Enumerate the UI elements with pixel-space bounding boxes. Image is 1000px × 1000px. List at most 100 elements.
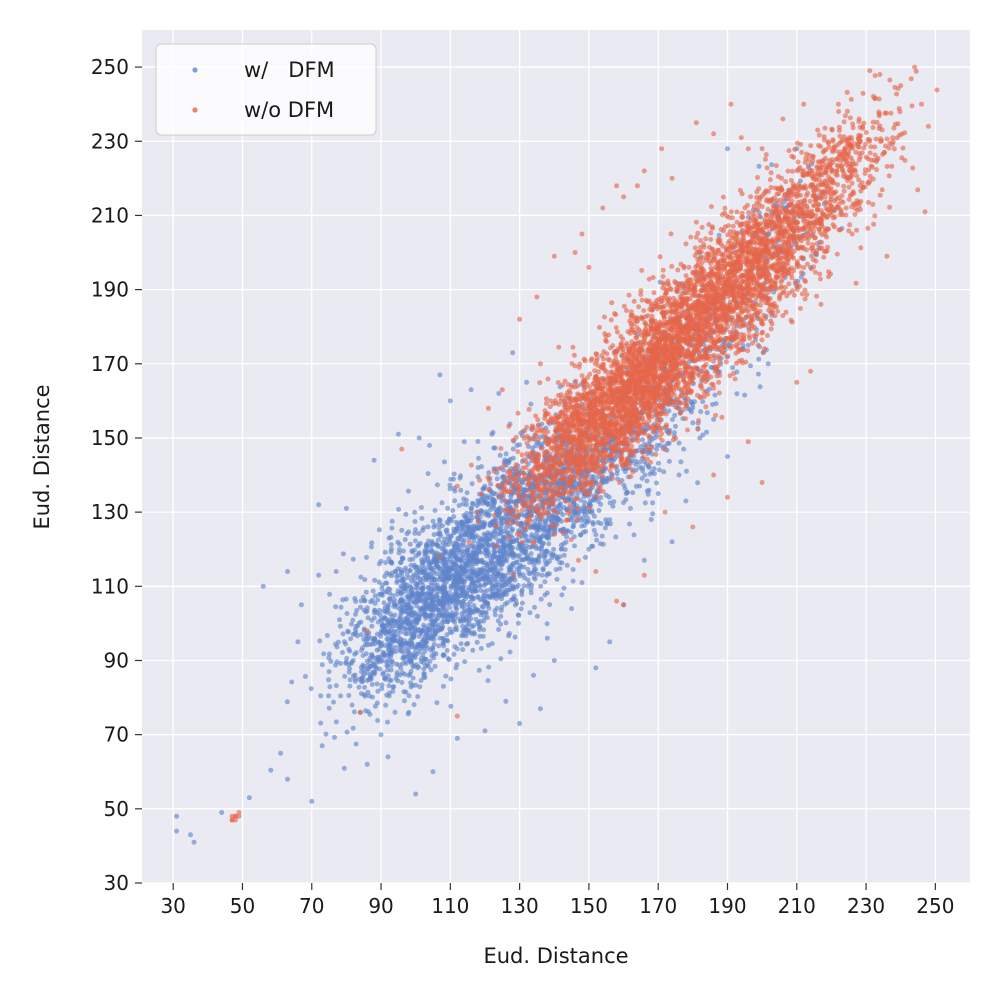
scatter-point (720, 194, 726, 200)
scatter-point (451, 514, 457, 520)
scatter-point (486, 552, 492, 558)
scatter-point (681, 446, 687, 452)
scatter-point (486, 664, 492, 670)
scatter-point (381, 650, 387, 656)
scatter-point (318, 693, 324, 699)
scatter-point (651, 471, 657, 477)
scatter-point (383, 580, 389, 586)
scatter-point (433, 558, 438, 564)
scatter-point (756, 356, 762, 362)
scatter-point (349, 702, 355, 708)
scatter-point (423, 542, 429, 548)
scatter-point (648, 517, 654, 522)
scatter-point (363, 589, 369, 595)
scatter-point (683, 273, 689, 279)
scatter-point (676, 440, 682, 446)
scatter-point (439, 625, 445, 631)
scatter-point (434, 700, 440, 706)
scatter-point (455, 521, 461, 527)
scatter-point (527, 544, 532, 550)
scatter-point (343, 660, 349, 666)
scatter-point (464, 529, 470, 535)
scatter-point (510, 446, 516, 452)
scatter-point (356, 684, 362, 690)
scatter-point (474, 503, 480, 509)
scatter-point (284, 699, 290, 705)
scatter-point (449, 548, 455, 554)
scatter-point (579, 580, 585, 586)
scatter-point (435, 585, 441, 591)
scatter-point (337, 623, 343, 629)
scatter-point (343, 505, 349, 511)
scatter-point (544, 535, 550, 541)
scatter-point (651, 290, 657, 296)
scatter-point (515, 545, 521, 551)
scatter-point (791, 292, 797, 298)
scatter-point (356, 676, 362, 682)
scatter-point (454, 601, 460, 607)
scatter-point (475, 465, 481, 471)
scatter-point (372, 670, 378, 675)
scatter-point (507, 649, 513, 655)
scatter-point (483, 610, 489, 615)
scatter-point (278, 750, 284, 756)
scatter-point (430, 646, 436, 652)
scatter-point (460, 501, 466, 507)
scatter-point (384, 589, 390, 595)
scatter-point (401, 548, 406, 554)
scatter-point (492, 445, 498, 451)
scatter-point (344, 655, 350, 661)
scatter-point (563, 539, 569, 545)
scatter-point (420, 527, 426, 533)
scatter-point (480, 496, 486, 502)
scatter-point (672, 412, 678, 418)
scatter-point (378, 732, 384, 738)
scatter-point (536, 553, 542, 559)
scatter-point (319, 743, 325, 749)
scatter-point (786, 281, 792, 287)
scatter-point (498, 656, 504, 662)
scatter-point (404, 653, 410, 659)
scatter-point (374, 681, 380, 687)
scatter-point (630, 490, 636, 496)
scatter-point (484, 588, 490, 594)
scatter-point (644, 478, 650, 484)
scatter-point (350, 617, 356, 623)
scatter-point (365, 634, 371, 640)
scatter-point (385, 658, 391, 664)
scatter-point (513, 597, 519, 603)
scatter-point (285, 776, 290, 782)
scatter-point (486, 470, 492, 476)
scatter-point (416, 542, 422, 548)
scatter-point (519, 522, 525, 528)
scatter-point (654, 480, 659, 486)
scatter-point (702, 363, 707, 369)
scatter-point (650, 511, 656, 517)
scatter-point (386, 690, 392, 696)
scatter-point (494, 605, 500, 611)
scatter-point (499, 584, 505, 590)
scatter-point (560, 512, 566, 518)
scatter-point (504, 551, 509, 557)
scatter-point (391, 604, 397, 609)
scatter-point (371, 636, 377, 642)
scatter-point (454, 541, 460, 547)
scatter-point (365, 689, 371, 695)
scatter-point (504, 529, 510, 535)
scatter-point (696, 418, 702, 423)
scatter-point (386, 556, 392, 562)
scatter-point (497, 452, 503, 458)
scatter-point (531, 567, 537, 572)
scatter-point (376, 592, 382, 598)
scatter-point (394, 578, 400, 584)
scatter-point (388, 546, 394, 552)
scatter-point (495, 555, 500, 561)
scatter-point (624, 490, 630, 495)
scatter-point (544, 528, 550, 534)
scatter-point (510, 561, 516, 567)
scatter-point (368, 544, 374, 550)
scatter-point (388, 667, 394, 673)
scatter-point (407, 541, 413, 547)
scatter-point (453, 581, 459, 587)
scatter-point (541, 523, 547, 529)
